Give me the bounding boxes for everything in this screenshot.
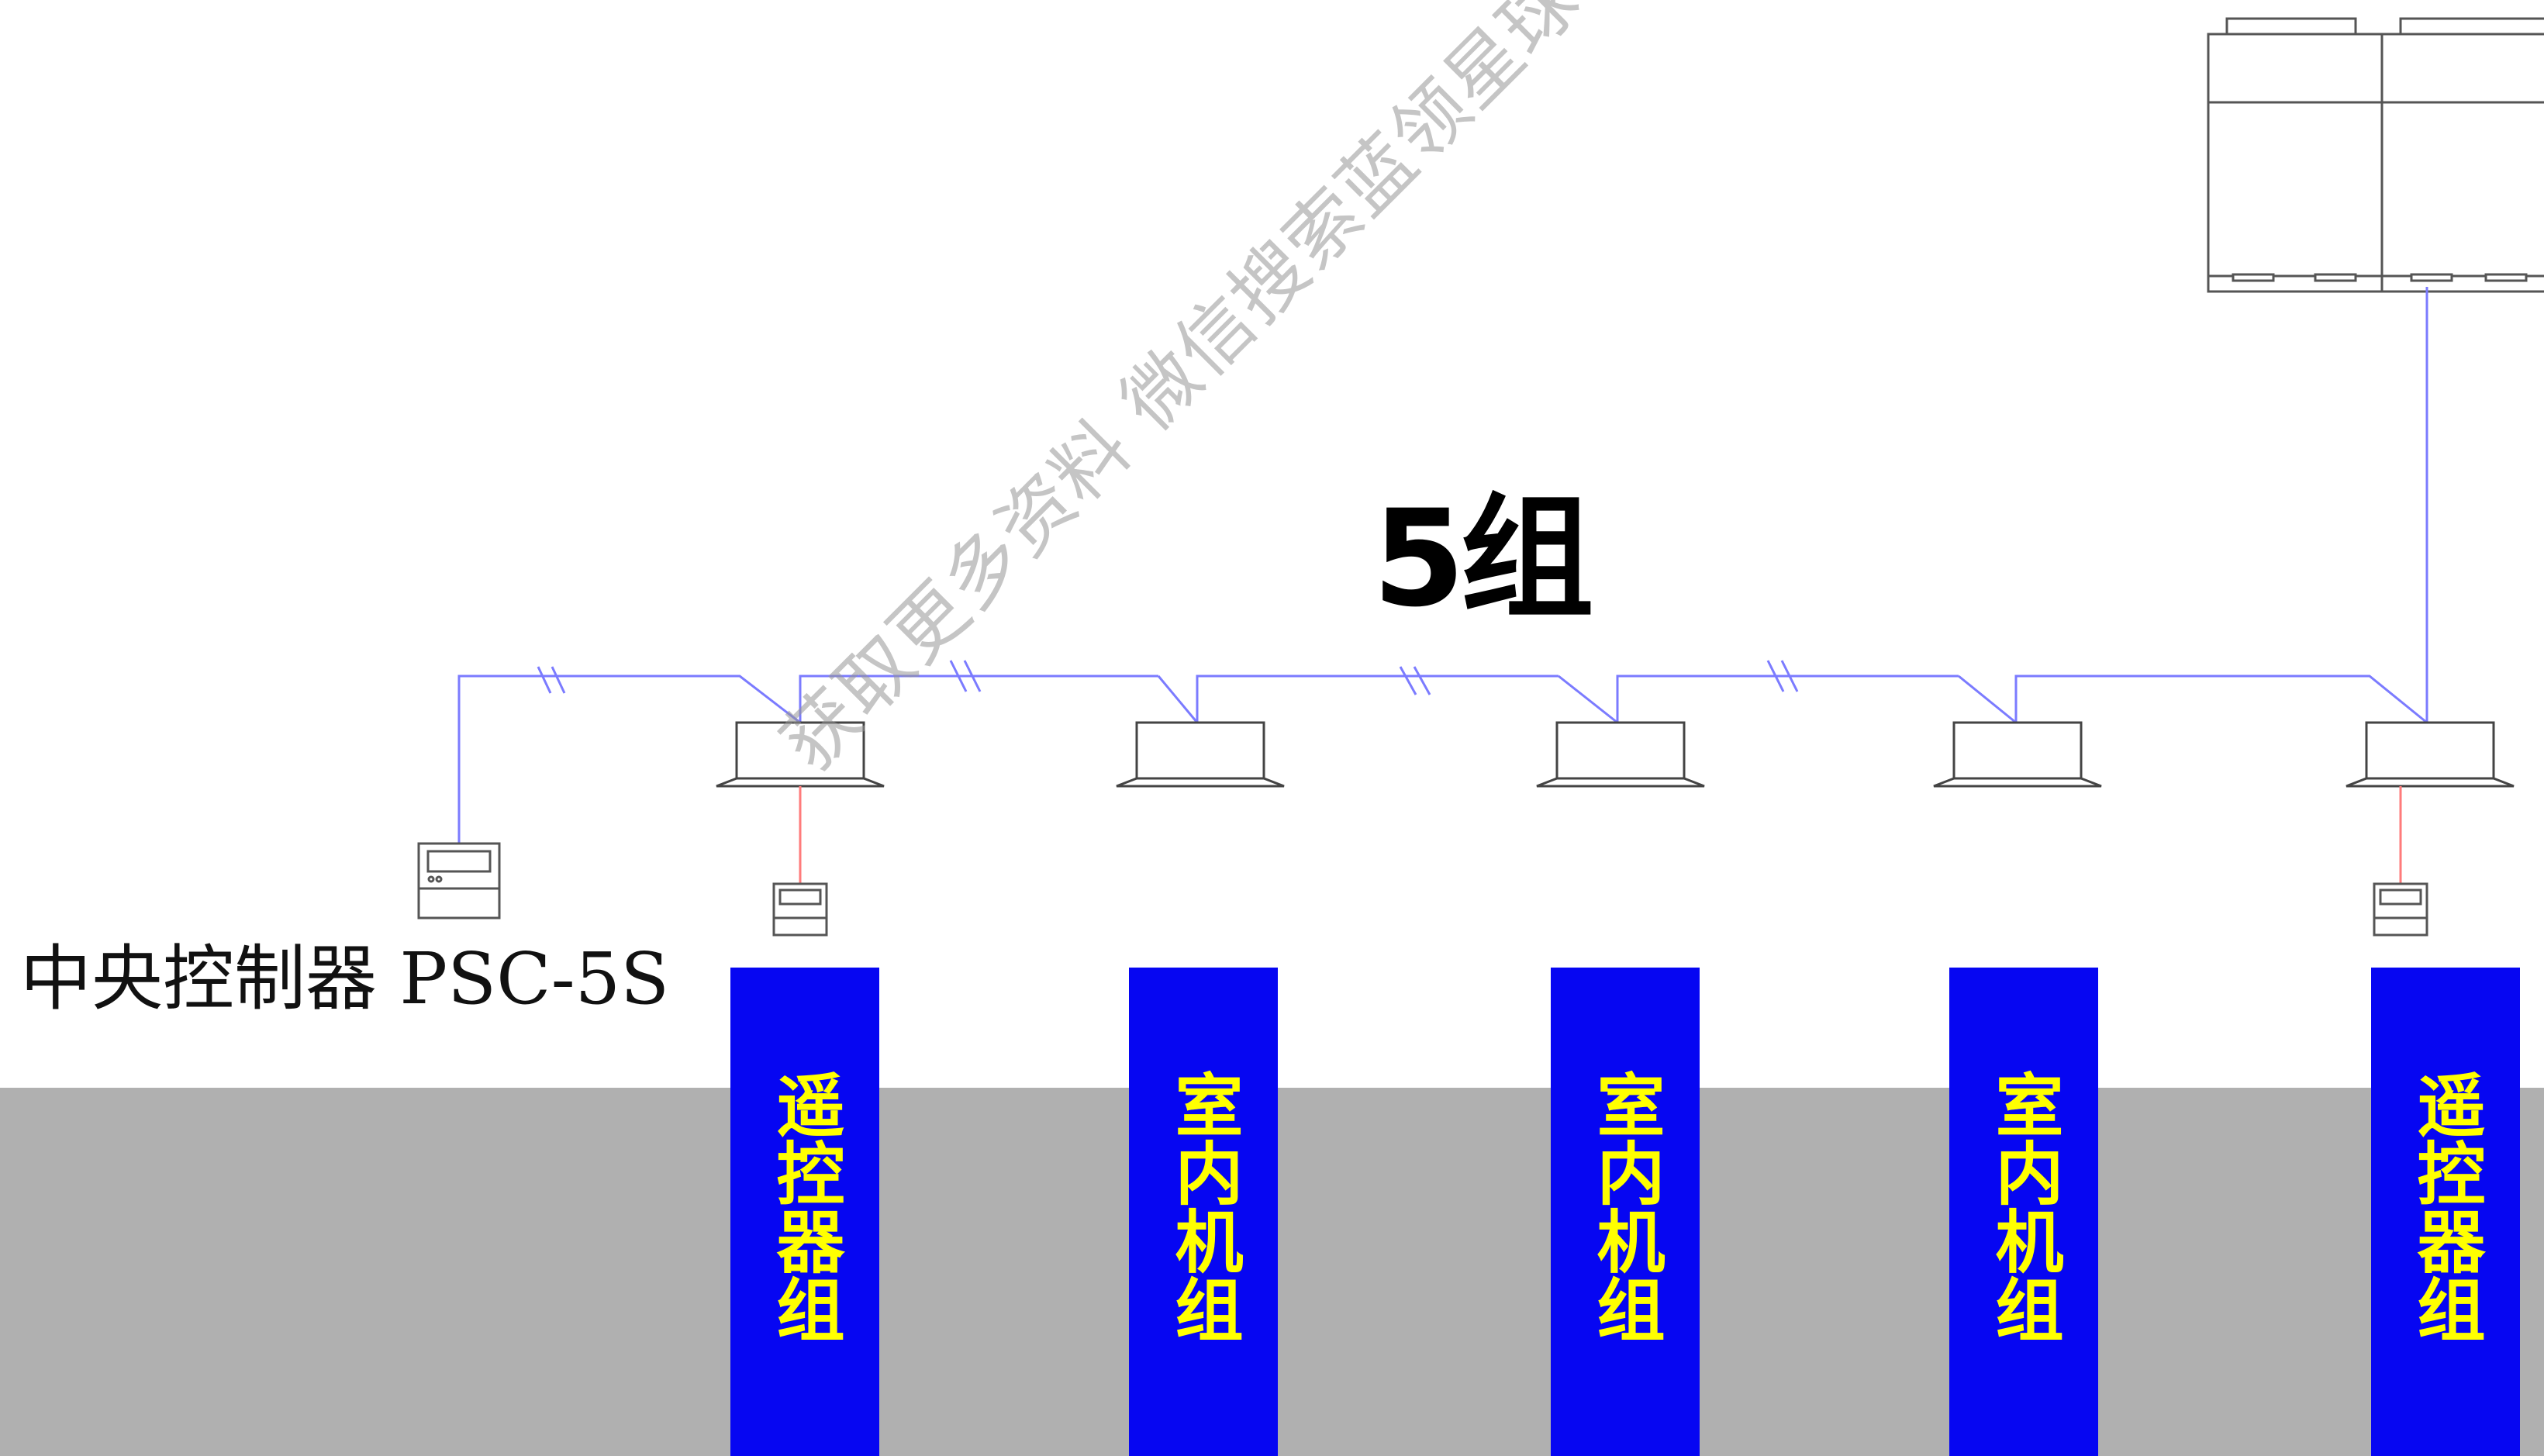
label-column-remote-group-1: 遥控器组 (730, 968, 879, 1456)
remote-wires (799, 786, 2402, 884)
column-label: 室内机组 (1164, 1070, 1244, 1343)
remote-controller-2 (2373, 882, 2428, 937)
central-controller-device (417, 842, 501, 919)
indoor-unit-5 (2346, 721, 2515, 788)
column-label: 遥控器组 (765, 1070, 845, 1343)
column-label: 遥控器组 (2406, 1070, 2486, 1343)
group-count-title: 5组 (1372, 481, 1594, 637)
label-column-indoor-group-3: 室内机组 (1949, 968, 2098, 1456)
indoor-unit-4 (1933, 721, 2102, 788)
label-column-remote-group-2: 遥控器组 (2371, 968, 2520, 1456)
label-column-indoor-group-2: 室内机组 (1551, 968, 1700, 1456)
label-column-indoor-group-1: 室内机组 (1129, 968, 1278, 1456)
central-controller-label: 中央控制器 PSC-5S (20, 937, 670, 1020)
communication-line (457, 287, 2428, 845)
column-label: 室内机组 (1586, 1070, 1666, 1343)
indoor-unit-3 (1536, 721, 1705, 788)
indoor-unit-1 (716, 721, 885, 788)
outdoor-unit (2207, 17, 2544, 293)
indoor-unit-2 (1116, 721, 1285, 788)
remote-controller-1 (772, 882, 828, 937)
column-label: 室内机组 (1984, 1070, 2064, 1343)
